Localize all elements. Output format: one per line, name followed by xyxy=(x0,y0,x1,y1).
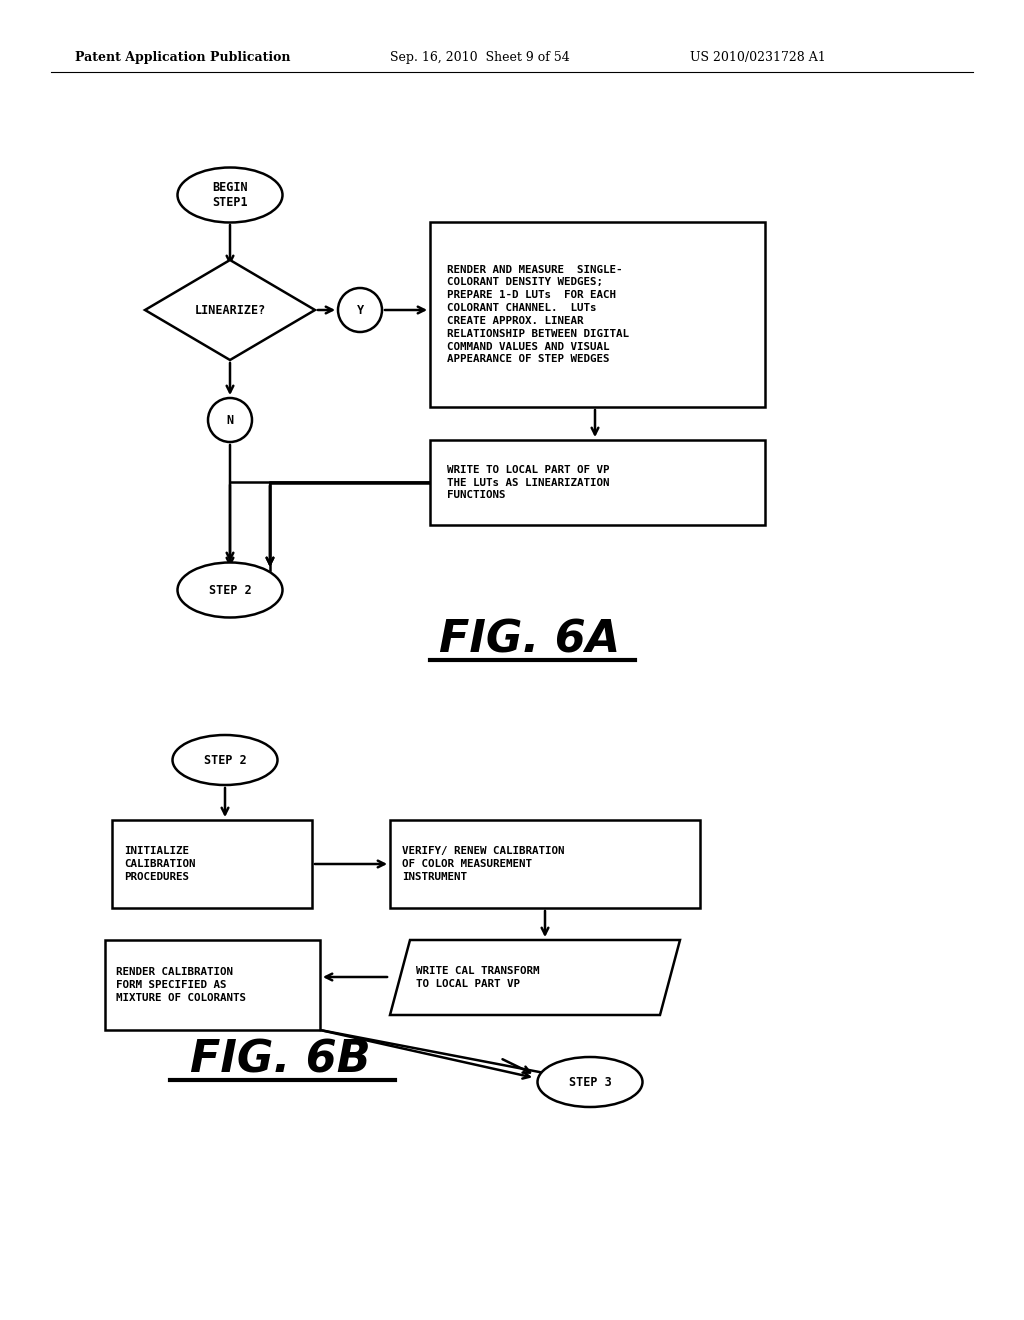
Circle shape xyxy=(338,288,382,333)
Text: VERIFY/ RENEW CALIBRATION
OF COLOR MEASUREMENT
INSTRUMENT: VERIFY/ RENEW CALIBRATION OF COLOR MEASU… xyxy=(402,846,565,882)
Text: INITIALIZE
CALIBRATION
PROCEDURES: INITIALIZE CALIBRATION PROCEDURES xyxy=(124,846,196,882)
FancyBboxPatch shape xyxy=(112,820,312,908)
Text: FIG. 6A: FIG. 6A xyxy=(439,619,621,661)
Ellipse shape xyxy=(172,735,278,785)
FancyBboxPatch shape xyxy=(390,820,700,908)
Text: STEP 3: STEP 3 xyxy=(568,1076,611,1089)
Ellipse shape xyxy=(538,1057,642,1107)
Text: N: N xyxy=(226,413,233,426)
Text: WRITE TO LOCAL PART OF VP
THE LUTs AS LINEARIZATION
FUNCTIONS: WRITE TO LOCAL PART OF VP THE LUTs AS LI… xyxy=(446,465,609,500)
Polygon shape xyxy=(145,260,315,360)
Text: BEGIN
STEP1: BEGIN STEP1 xyxy=(212,181,248,209)
FancyBboxPatch shape xyxy=(105,940,319,1030)
Text: Patent Application Publication: Patent Application Publication xyxy=(75,51,291,65)
Circle shape xyxy=(208,399,252,442)
Text: RENDER AND MEASURE  SINGLE-
COLORANT DENSITY WEDGES;
PREPARE 1-D LUTs  FOR EACH
: RENDER AND MEASURE SINGLE- COLORANT DENS… xyxy=(446,265,629,364)
Text: Y: Y xyxy=(356,304,364,317)
Text: STEP 2: STEP 2 xyxy=(204,754,247,767)
Text: STEP 2: STEP 2 xyxy=(209,583,251,597)
Ellipse shape xyxy=(177,168,283,223)
Text: LINEARIZE?: LINEARIZE? xyxy=(195,304,265,317)
Text: RENDER CALIBRATION
FORM SPECIFIED AS
MIXTURE OF COLORANTS: RENDER CALIBRATION FORM SPECIFIED AS MIX… xyxy=(116,968,246,1003)
FancyBboxPatch shape xyxy=(430,440,765,525)
FancyBboxPatch shape xyxy=(430,222,765,407)
Text: US 2010/0231728 A1: US 2010/0231728 A1 xyxy=(690,51,825,65)
Polygon shape xyxy=(390,940,680,1015)
Text: WRITE CAL TRANSFORM
TO LOCAL PART VP: WRITE CAL TRANSFORM TO LOCAL PART VP xyxy=(416,966,540,989)
Text: FIG. 6B: FIG. 6B xyxy=(189,1039,371,1081)
Ellipse shape xyxy=(177,562,283,618)
Text: Sep. 16, 2010  Sheet 9 of 54: Sep. 16, 2010 Sheet 9 of 54 xyxy=(390,51,569,65)
